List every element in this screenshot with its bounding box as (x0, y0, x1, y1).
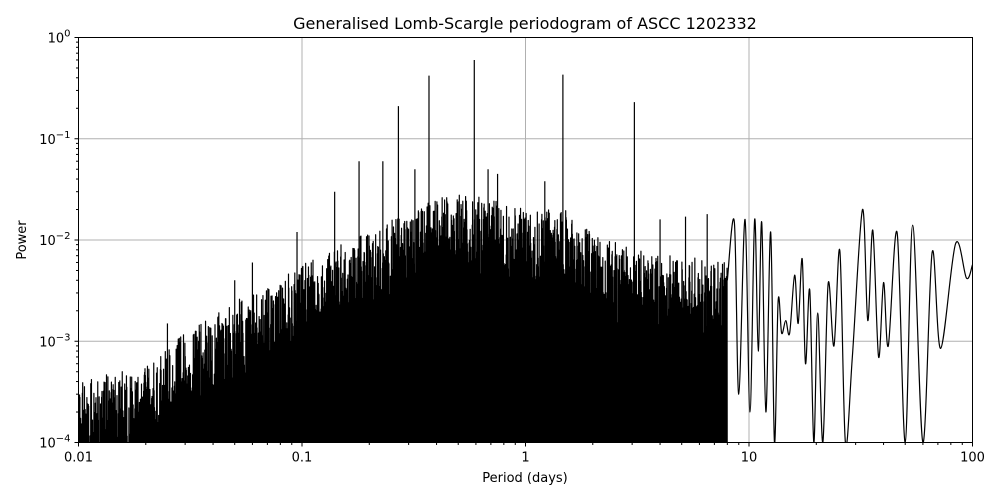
periodogram-dense-fill (78, 285, 526, 443)
y-tick-label: 10−4 (39, 434, 70, 452)
x-tick-label: 0.1 (292, 451, 313, 466)
x-tick-label: 0.01 (64, 451, 93, 466)
y-tick-label: 10−1 (39, 130, 70, 148)
periodogram-series (78, 59, 973, 443)
axis-ticks: 0.01 0.1 1 10 100 10−4 10−3 10−2 10−1 100 (39, 29, 985, 466)
x-axis-label: Period (days) (482, 471, 568, 486)
chart-title: Generalised Lomb-Scargle periodogram of … (293, 14, 757, 33)
periodogram-long-period-curve (726, 208, 973, 443)
x-tick-label: 10 (741, 451, 758, 466)
x-tick-label: 100 (960, 451, 985, 466)
y-axis-label: Power (15, 220, 30, 260)
x-tick-label: 1 (521, 451, 529, 466)
y-tick-label: 100 (48, 29, 71, 47)
y-tick-label: 10−2 (39, 231, 70, 249)
y-tick-label: 10−3 (39, 332, 70, 350)
